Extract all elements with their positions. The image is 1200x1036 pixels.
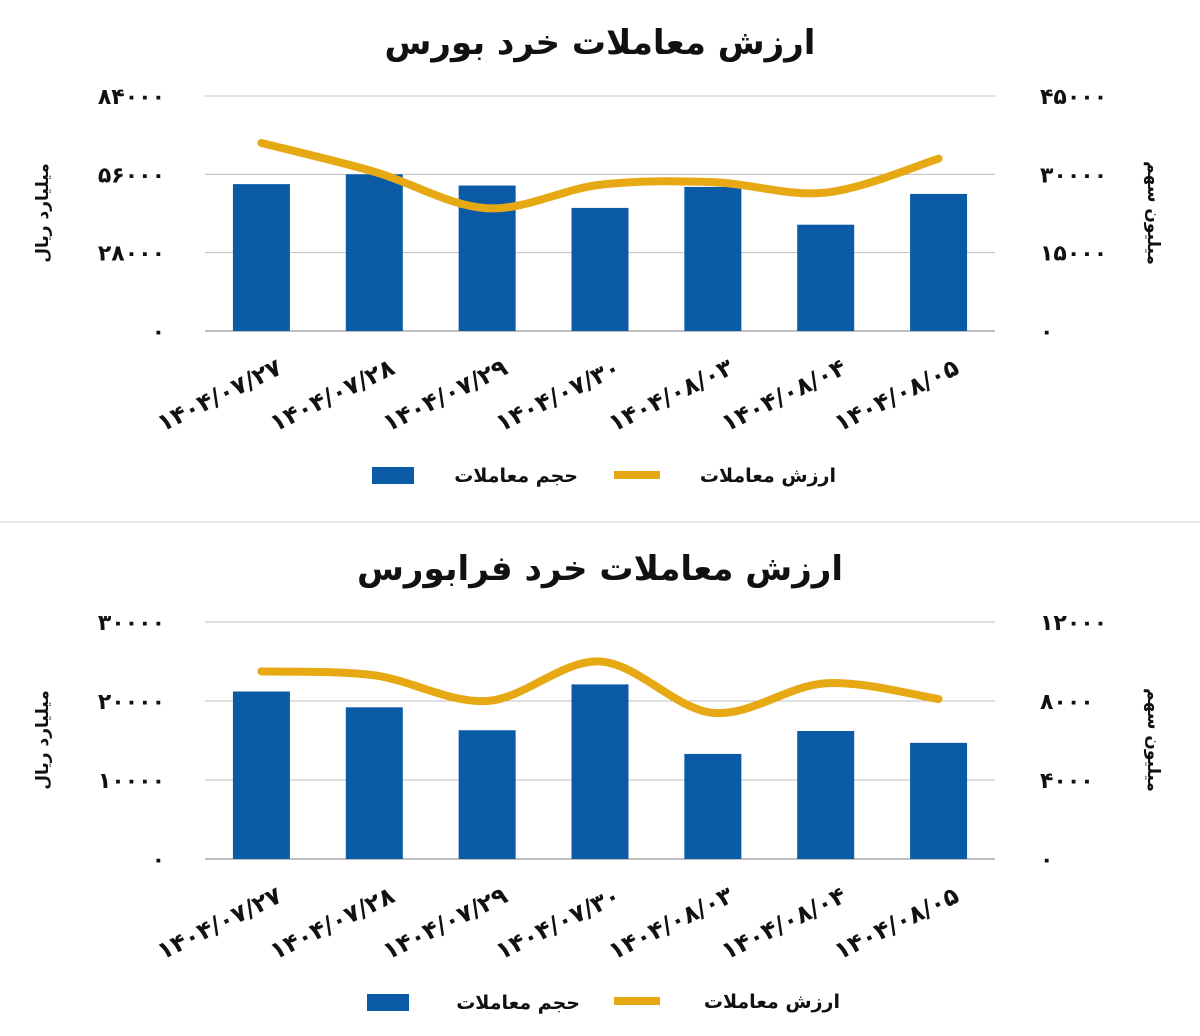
right-axis-ticks: ۰ ۴۰۰۰ ۸۰۰۰ ۱۲۰۰۰ xyxy=(1040,611,1107,873)
bar xyxy=(797,731,855,859)
left-tick-label: ۰ xyxy=(152,320,165,345)
line-series xyxy=(257,139,943,213)
legend-label-bar: حجم معاملات xyxy=(456,992,580,1014)
bar-series xyxy=(232,684,968,859)
right-tick-label: ۱۵۰۰۰ xyxy=(1040,242,1107,267)
series-line xyxy=(257,657,943,718)
category-label: ۱۴۰۴/۰۷/۲۸ xyxy=(266,353,400,437)
category-label: ۱۴۰۴/۰۷/۲۷ xyxy=(153,353,287,437)
left-axis-ticks: ۰ ۲۸۰۰۰ ۵۶۰۰۰ ۸۴۰۰۰ xyxy=(98,85,165,345)
chart-bourse: ارزش معاملات خرد بورس ۰ ۲۸۰۰۰ ۵۶۰۰۰ ۸۴۰۰۰ ۰… xyxy=(33,23,1163,487)
category-labels: ۱۴۰۴/۰۷/۲۷۱۴۰۴/۰۷/۲۸۱۴۰۴/۰۷/۲۹۱۴۰۴/۰۷/۳۰… xyxy=(153,881,964,965)
legend-label-bar: حجم معاملات xyxy=(454,465,578,487)
bar xyxy=(345,707,403,859)
bar xyxy=(684,186,742,331)
legend-label-line: ارزش معاملات xyxy=(700,465,836,487)
bar xyxy=(345,174,403,331)
series-line xyxy=(257,139,943,213)
legend-swatch-bar xyxy=(367,994,409,1011)
category-labels: ۱۴۰۴/۰۷/۲۷۱۴۰۴/۰۷/۲۸۱۴۰۴/۰۷/۲۹۱۴۰۴/۰۷/۳۰… xyxy=(153,353,964,437)
left-axis-label: میلیارد ریال xyxy=(33,690,53,789)
category-label: ۱۴۰۴/۰۸/۰۴ xyxy=(717,881,850,965)
left-tick-label: ۰ xyxy=(152,848,165,873)
left-tick-label: ۳۰۰۰۰ xyxy=(98,611,165,636)
bar xyxy=(571,684,629,859)
bar xyxy=(232,691,290,859)
right-axis-ticks: ۰ ۱۵۰۰۰ ۳۰۰۰۰ ۴۵۰۰۰ xyxy=(1040,85,1107,345)
category-label: ۱۴۰۴/۰۷/۳۰ xyxy=(491,881,624,965)
legend: حجم معاملات ارزش معاملات xyxy=(367,991,840,1014)
left-tick-label: ۲۸۰۰۰ xyxy=(98,242,165,267)
bar-series xyxy=(232,174,968,331)
bar xyxy=(684,753,742,859)
bar xyxy=(910,193,968,331)
chart-farabourse: ارزش معاملات خرد فرابورس ۰ ۱۰۰۰۰ ۲۰۰۰۰ ۳۰۰۰… xyxy=(33,549,1163,1014)
legend: حجم معاملات ارزش معاملات xyxy=(372,465,836,487)
line-series xyxy=(257,657,943,718)
bar xyxy=(571,207,629,331)
category-label: ۱۴۰۴/۰۷/۲۹ xyxy=(378,353,512,437)
bar xyxy=(910,742,968,859)
category-label: ۱۴۰۴/۰۸/۰۳ xyxy=(604,353,738,437)
right-axis-label: میلیون سهم xyxy=(1143,161,1163,265)
right-tick-label: ۰ xyxy=(1040,848,1053,873)
left-tick-label: ۸۴۰۰۰ xyxy=(98,85,165,110)
right-tick-label: ۰ xyxy=(1040,320,1053,345)
category-label: ۱۴۰۴/۰۸/۰۵ xyxy=(830,881,963,965)
legend-label-line: ارزش معاملات xyxy=(704,991,840,1013)
bar xyxy=(797,224,855,331)
right-tick-label: ۳۰۰۰۰ xyxy=(1040,163,1107,188)
right-tick-label: ۸۰۰۰ xyxy=(1040,690,1094,715)
right-tick-label: ۴۵۰۰۰ xyxy=(1040,85,1107,110)
left-axis-label: میلیارد ریال xyxy=(33,163,53,262)
bar xyxy=(458,730,516,859)
left-axis-ticks: ۰ ۱۰۰۰۰ ۲۰۰۰۰ ۳۰۰۰۰ xyxy=(98,611,165,873)
chart-title: ارزش معاملات خرد فرابورس xyxy=(357,549,843,589)
left-tick-label: ۱۰۰۰۰ xyxy=(98,769,165,794)
right-tick-label: ۴۰۰۰ xyxy=(1040,769,1094,794)
category-label: ۱۴۰۴/۰۸/۰۵ xyxy=(830,353,963,437)
chart-title: ارزش معاملات خرد بورس xyxy=(385,23,816,63)
category-label: ۱۴۰۴/۰۸/۰۳ xyxy=(604,881,738,965)
category-label: ۱۴۰۴/۰۷/۲۹ xyxy=(378,881,512,965)
category-label: ۱۴۰۴/۰۸/۰۴ xyxy=(717,353,850,437)
left-tick-label: ۵۶۰۰۰ xyxy=(98,163,165,188)
category-label: ۱۴۰۴/۰۷/۲۷ xyxy=(153,881,287,965)
left-tick-label: ۲۰۰۰۰ xyxy=(98,690,165,715)
legend-swatch-bar xyxy=(372,467,414,484)
right-axis-label: میلیون سهم xyxy=(1143,688,1163,792)
bar xyxy=(232,184,290,331)
category-label: ۱۴۰۴/۰۷/۲۸ xyxy=(266,881,400,965)
category-label: ۱۴۰۴/۰۷/۳۰ xyxy=(491,353,624,437)
right-tick-label: ۱۲۰۰۰ xyxy=(1040,611,1107,636)
